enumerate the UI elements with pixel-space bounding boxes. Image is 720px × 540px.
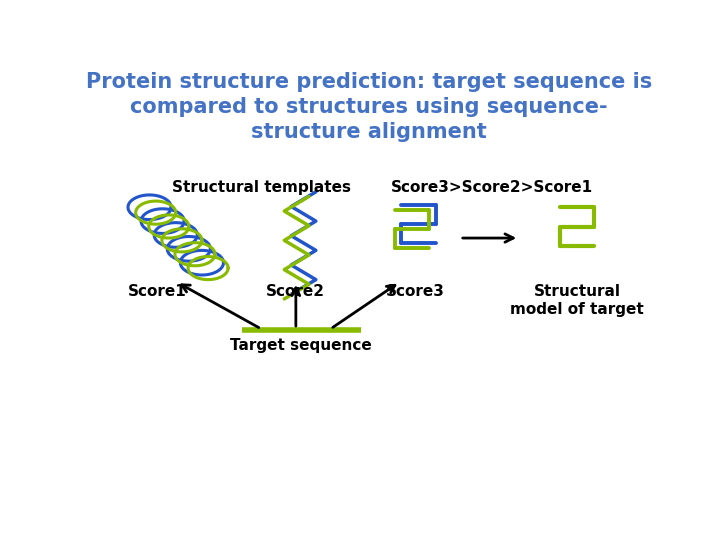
Text: Structural
model of target: Structural model of target — [510, 284, 644, 316]
Text: Score3: Score3 — [386, 284, 445, 299]
Text: Target sequence: Target sequence — [230, 338, 372, 353]
Text: Protein structure prediction: target sequence is
compared to structures using se: Protein structure prediction: target seq… — [86, 72, 652, 142]
Text: Score2: Score2 — [266, 284, 325, 299]
Text: Structural templates: Structural templates — [171, 180, 351, 195]
Text: Score3>Score2>Score1: Score3>Score2>Score1 — [391, 180, 593, 195]
Text: Score1: Score1 — [128, 284, 186, 299]
